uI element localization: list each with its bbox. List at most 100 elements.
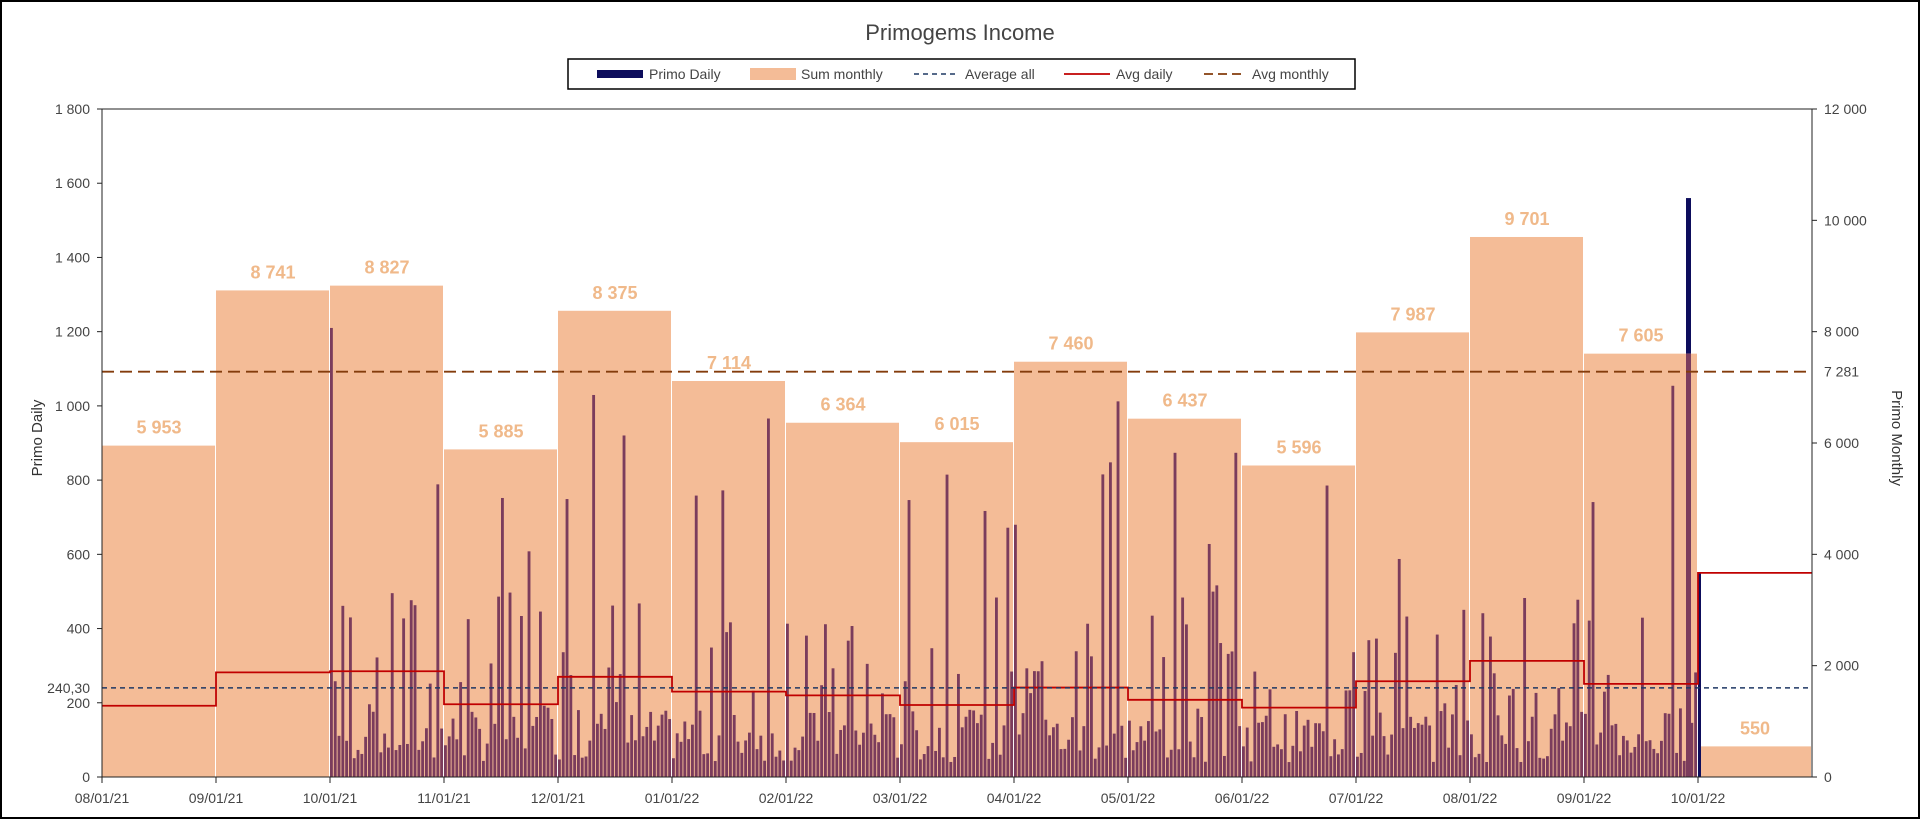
daily-bar: [1044, 719, 1048, 777]
daily-bar: [1496, 715, 1500, 777]
daily-bar: [436, 484, 440, 777]
daily-bar: [1432, 761, 1435, 777]
monthly-sum-bar: [1584, 353, 1697, 777]
daily-bar: [869, 723, 873, 777]
monthly-sum-label: 6 437: [1162, 391, 1207, 411]
daily-bar: [349, 617, 352, 777]
daily-bar: [953, 756, 957, 777]
legend-label-sum-monthly: Sum monthly: [801, 66, 883, 82]
daily-bar: [1458, 755, 1462, 777]
daily-bar: [1169, 749, 1173, 777]
daily-bar: [1413, 727, 1416, 777]
daily-bar: [596, 723, 599, 777]
daily-bar: [1648, 740, 1652, 777]
daily-bar: [1591, 502, 1595, 777]
daily-bar: [1485, 762, 1489, 777]
daily-bar: [1603, 691, 1606, 777]
daily-bar: [824, 624, 827, 777]
daily-bar: [1200, 717, 1204, 777]
x-tick-label: 08/01/21: [75, 790, 130, 806]
daily-bar: [1618, 755, 1622, 777]
daily-bar: [341, 605, 345, 777]
daily-bar: [1310, 746, 1314, 777]
daily-bar: [1549, 728, 1553, 777]
y2-tick-label: 2 000: [1824, 658, 1859, 674]
daily-bar: [987, 758, 991, 777]
daily-bar: [615, 702, 618, 777]
daily-bar: [850, 626, 854, 777]
daily-bar: [1283, 714, 1287, 777]
daily-bar: [1040, 661, 1044, 777]
daily-bar: [1124, 757, 1128, 777]
daily-bar: [1633, 746, 1637, 777]
y2-tick-label: 0: [1824, 769, 1832, 785]
legend-label-primo-daily: Primo Daily: [649, 66, 721, 82]
monthly-sum-bar: [102, 445, 215, 777]
monthly-sum-label: 7 460: [1048, 334, 1093, 354]
daily-bar: [402, 618, 406, 777]
daily-bar-spike: [1686, 198, 1691, 354]
daily-bar: [831, 668, 835, 777]
x-tick-label: 07/01/22: [1329, 790, 1384, 806]
daily-bar: [1207, 543, 1211, 777]
daily-bar: [945, 474, 949, 777]
daily-bar: [580, 757, 584, 777]
daily-bar: [1055, 723, 1059, 777]
daily-bar: [1340, 749, 1344, 777]
daily-bar: [938, 727, 941, 777]
daily-bar: [463, 755, 466, 777]
daily-bar: [1002, 725, 1006, 777]
daily-bar: [979, 714, 983, 777]
daily-bar: [1500, 735, 1504, 777]
monthly-sum-bar: [672, 380, 785, 777]
monthly-sum-label: 8 827: [364, 258, 409, 278]
daily-bar: [406, 743, 409, 777]
daily-bar: [432, 757, 436, 777]
daily-bar: [508, 592, 512, 777]
y2-axis-title: Primo Monthly: [1888, 390, 1905, 486]
daily-bar: [1447, 747, 1451, 777]
daily-bar: [1010, 671, 1014, 777]
daily-bar: [1599, 732, 1603, 777]
daily-bar: [1595, 744, 1599, 777]
daily-bar: [1036, 671, 1040, 777]
daily-bar: [808, 712, 812, 777]
y-tick-label: 200: [67, 695, 91, 711]
daily-bar: [611, 605, 615, 777]
daily-bar: [516, 737, 520, 777]
monthly-sum-bar: [900, 442, 1013, 777]
daily-bar: [592, 394, 596, 777]
daily-bar: [1249, 761, 1253, 777]
daily-bar: [793, 747, 797, 777]
daily-bar: [466, 619, 470, 777]
daily-bar: [470, 711, 474, 777]
daily-bar: [1530, 716, 1534, 777]
y2-tick-label: 10 000: [1824, 212, 1867, 228]
daily-bar: [1527, 741, 1530, 777]
daily-bar: [1257, 722, 1261, 777]
daily-bar: [1428, 725, 1432, 777]
daily-bar: [444, 745, 447, 777]
x-tick-label: 09/01/22: [1557, 790, 1612, 806]
daily-bar: [447, 736, 451, 777]
daily-bar: [1371, 735, 1375, 777]
daily-bar: [383, 733, 387, 777]
legend-label-avg-daily: Avg daily: [1116, 66, 1173, 82]
monthly-sum-label: 9 701: [1504, 209, 1549, 229]
daily-bar: [1280, 749, 1283, 777]
x-tick-label: 06/01/22: [1215, 790, 1270, 806]
daily-bar: [1451, 714, 1454, 777]
monthly-sum-label: 8 741: [250, 262, 295, 282]
daily-bar: [1052, 727, 1055, 777]
daily-bar: [770, 733, 774, 777]
daily-bar: [732, 714, 736, 777]
daily-bar: [1143, 740, 1147, 777]
daily-bar: [805, 635, 808, 777]
daily-bar: [637, 603, 641, 777]
monthly-sum-label: 7 114: [707, 353, 751, 373]
daily-bar: [337, 735, 341, 777]
daily-bar: [1215, 585, 1219, 777]
daily-bar: [1405, 616, 1409, 777]
daily-bar: [1158, 729, 1162, 777]
daily-bar: [691, 724, 694, 777]
